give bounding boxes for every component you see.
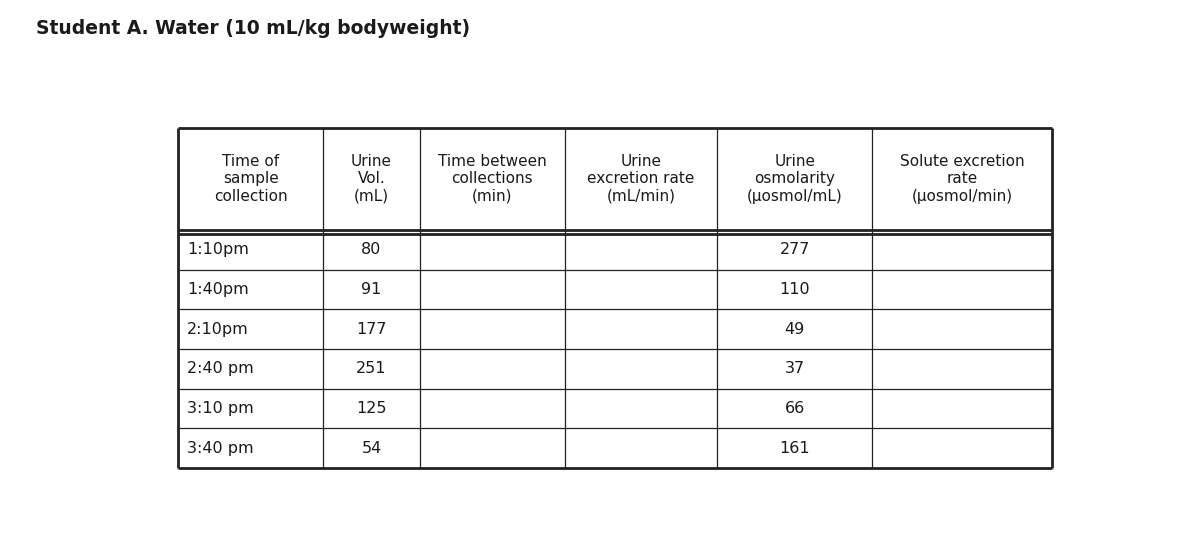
Text: Urine
Vol.
(mL): Urine Vol. (mL) — [350, 154, 392, 204]
Text: 1:10pm: 1:10pm — [187, 242, 250, 257]
Text: 125: 125 — [356, 401, 386, 416]
Text: 277: 277 — [780, 242, 810, 257]
Text: Urine
excretion rate
(mL/min): Urine excretion rate (mL/min) — [587, 154, 695, 204]
Text: Urine
osmolarity
(μosmol/mL): Urine osmolarity (μosmol/mL) — [746, 154, 842, 204]
Text: Student A. Water (10 mL/kg bodyweight): Student A. Water (10 mL/kg bodyweight) — [36, 19, 470, 38]
Text: 3:40 pm: 3:40 pm — [187, 440, 254, 455]
Text: Time between
collections
(min): Time between collections (min) — [438, 154, 546, 204]
Text: 37: 37 — [785, 361, 805, 376]
Text: 110: 110 — [780, 282, 810, 297]
Text: 54: 54 — [361, 440, 382, 455]
Text: 3:10 pm: 3:10 pm — [187, 401, 254, 416]
Text: 2:40 pm: 2:40 pm — [187, 361, 254, 376]
Text: Solute excretion
rate
(μosmol/min): Solute excretion rate (μosmol/min) — [900, 154, 1025, 204]
Text: 91: 91 — [361, 282, 382, 297]
Text: 1:40pm: 1:40pm — [187, 282, 248, 297]
Text: 66: 66 — [785, 401, 805, 416]
Text: 80: 80 — [361, 242, 382, 257]
Text: 2:10pm: 2:10pm — [187, 322, 248, 337]
Text: Time of
sample
collection: Time of sample collection — [214, 154, 287, 204]
Text: 161: 161 — [780, 440, 810, 455]
Text: 49: 49 — [785, 322, 805, 337]
Text: 251: 251 — [356, 361, 386, 376]
Text: 177: 177 — [356, 322, 386, 337]
